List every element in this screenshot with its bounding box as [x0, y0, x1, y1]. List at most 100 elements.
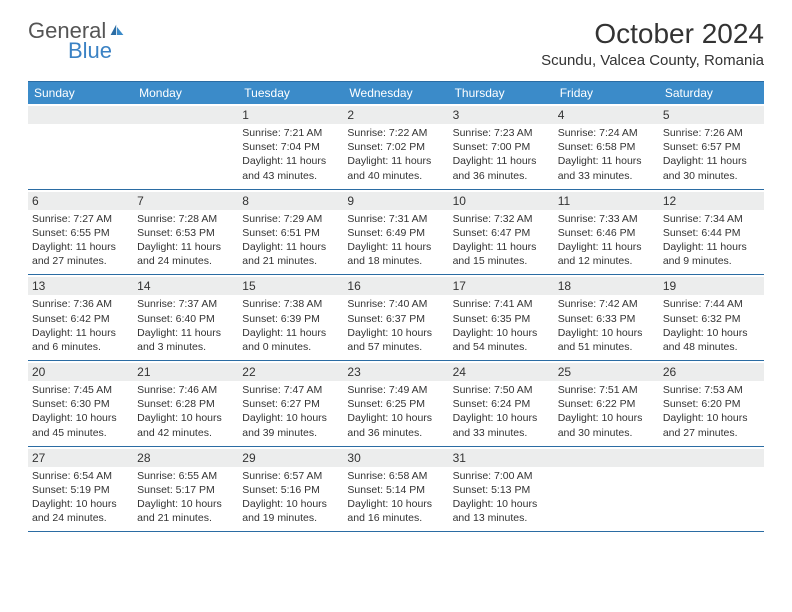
daylight-line: Daylight: 11 hours and 15 minutes. — [453, 240, 550, 268]
day-number: 27 — [32, 451, 45, 465]
sunset-line: Sunset: 7:04 PM — [242, 140, 339, 154]
day-cell: 24Sunrise: 7:50 AMSunset: 6:24 PMDayligh… — [449, 361, 554, 446]
day-number: 8 — [242, 194, 249, 208]
day-number: 5 — [663, 108, 670, 122]
calendar: SundayMondayTuesdayWednesdayThursdayFrid… — [28, 81, 764, 532]
day-cell: 23Sunrise: 7:49 AMSunset: 6:25 PMDayligh… — [343, 361, 448, 446]
day-cell: 8Sunrise: 7:29 AMSunset: 6:51 PMDaylight… — [238, 190, 343, 275]
day-number: 22 — [242, 365, 255, 379]
day-number: 2 — [347, 108, 354, 122]
daylight-line: Daylight: 11 hours and 3 minutes. — [137, 326, 234, 354]
day-cell: 10Sunrise: 7:32 AMSunset: 6:47 PMDayligh… — [449, 190, 554, 275]
day-number: 18 — [558, 279, 571, 293]
day-header-row: SundayMondayTuesdayWednesdayThursdayFrid… — [28, 82, 764, 104]
sunset-line: Sunset: 6:46 PM — [558, 226, 655, 240]
sunrise-line: Sunrise: 6:54 AM — [32, 469, 129, 483]
daylight-line: Daylight: 11 hours and 33 minutes. — [558, 154, 655, 182]
day-number: 20 — [32, 365, 45, 379]
sunrise-line: Sunrise: 7:26 AM — [663, 126, 760, 140]
daylight-line: Daylight: 10 hours and 51 minutes. — [558, 326, 655, 354]
week-row: 1Sunrise: 7:21 AMSunset: 7:04 PMDaylight… — [28, 104, 764, 190]
sunrise-line: Sunrise: 7:50 AM — [453, 383, 550, 397]
day-number: 23 — [347, 365, 360, 379]
daylight-line: Daylight: 11 hours and 12 minutes. — [558, 240, 655, 268]
day-cell: 3Sunrise: 7:23 AMSunset: 7:00 PMDaylight… — [449, 104, 554, 189]
daynum-row: 29 — [238, 449, 343, 467]
daynum-row: 22 — [238, 363, 343, 381]
logo: GeneralBlue — [28, 18, 127, 64]
sunrise-line: Sunrise: 7:22 AM — [347, 126, 444, 140]
day-header: Tuesday — [238, 82, 343, 104]
title-block: October 2024 Scundu, Valcea County, Roma… — [541, 18, 764, 69]
daylight-line: Daylight: 10 hours and 45 minutes. — [32, 411, 129, 439]
daynum-row: 20 — [28, 363, 133, 381]
day-cell: 11Sunrise: 7:33 AMSunset: 6:46 PMDayligh… — [554, 190, 659, 275]
day-number: 29 — [242, 451, 255, 465]
daylight-line: Daylight: 10 hours and 54 minutes. — [453, 326, 550, 354]
day-cell: 2Sunrise: 7:22 AMSunset: 7:02 PMDaylight… — [343, 104, 448, 189]
day-header: Thursday — [449, 82, 554, 104]
sunset-line: Sunset: 6:42 PM — [32, 312, 129, 326]
daynum-row: 23 — [343, 363, 448, 381]
daynum-row: 7 — [133, 192, 238, 210]
sunrise-line: Sunrise: 7:00 AM — [453, 469, 550, 483]
daylight-line: Daylight: 10 hours and 39 minutes. — [242, 411, 339, 439]
day-cell: 17 Sunrise: 7:41 AMSunset: 6:35 PMDayligh… — [449, 275, 554, 360]
daylight-line: Daylight: 10 hours and 27 minutes. — [663, 411, 760, 439]
day-number: 15 — [242, 279, 255, 293]
daynum-row: 17 — [449, 277, 554, 295]
sunset-line: Sunset: 6:55 PM — [32, 226, 129, 240]
daynum-row: 26 — [659, 363, 764, 381]
daynum-row — [28, 106, 133, 124]
day-header: Saturday — [659, 82, 764, 104]
sunset-line: Sunset: 6:39 PM — [242, 312, 339, 326]
empty-cell — [28, 104, 133, 189]
sunrise-line: Sunrise: 7:45 AM — [32, 383, 129, 397]
daylight-line: Daylight: 10 hours and 30 minutes. — [558, 411, 655, 439]
day-cell: 21Sunrise: 7:46 AMSunset: 6:28 PMDayligh… — [133, 361, 238, 446]
daynum-row — [554, 449, 659, 467]
sunrise-line: Sunrise: 7:27 AM — [32, 212, 129, 226]
sunset-line: Sunset: 6:37 PM — [347, 312, 444, 326]
day-cell: 6Sunrise: 7:27 AMSunset: 6:55 PMDaylight… — [28, 190, 133, 275]
daylight-line: Daylight: 10 hours and 42 minutes. — [137, 411, 234, 439]
daylight-line: Daylight: 11 hours and 21 minutes. — [242, 240, 339, 268]
daynum-row: 3 — [449, 106, 554, 124]
daynum-row: 2 — [343, 106, 448, 124]
sunset-line: Sunset: 5:19 PM — [32, 483, 129, 497]
sunset-line: Sunset: 6:25 PM — [347, 397, 444, 411]
sunset-line: Sunset: 6:32 PM — [663, 312, 760, 326]
day-header: Friday — [554, 82, 659, 104]
day-cell: 20Sunrise: 7:45 AMSunset: 6:30 PMDayligh… — [28, 361, 133, 446]
daynum-row: 4 — [554, 106, 659, 124]
sunrise-line: Sunrise: 7:36 AM — [32, 297, 129, 311]
daynum-row: 27 — [28, 449, 133, 467]
sunset-line: Sunset: 5:13 PM — [453, 483, 550, 497]
daylight-line: Daylight: 11 hours and 40 minutes. — [347, 154, 444, 182]
daynum-row: 28 — [133, 449, 238, 467]
daynum-row: 13 — [28, 277, 133, 295]
day-cell: 18Sunrise: 7:42 AMSunset: 6:33 PMDayligh… — [554, 275, 659, 360]
sunset-line: Sunset: 6:57 PM — [663, 140, 760, 154]
sunset-line: Sunset: 6:35 PM — [453, 312, 550, 326]
day-cell: 26Sunrise: 7:53 AMSunset: 6:20 PMDayligh… — [659, 361, 764, 446]
sunrise-line: Sunrise: 7:47 AM — [242, 383, 339, 397]
day-cell: 9Sunrise: 7:31 AMSunset: 6:49 PMDaylight… — [343, 190, 448, 275]
sunrise-line: Sunrise: 7:49 AM — [347, 383, 444, 397]
day-number: 21 — [137, 365, 150, 379]
day-number: 1 — [242, 108, 249, 122]
day-number — [558, 451, 561, 465]
sunset-line: Sunset: 6:49 PM — [347, 226, 444, 240]
daylight-line: Daylight: 10 hours and 57 minutes. — [347, 326, 444, 354]
day-number — [663, 451, 666, 465]
sunrise-line: Sunrise: 7:41 AM — [453, 297, 550, 311]
sunset-line: Sunset: 6:28 PM — [137, 397, 234, 411]
day-cell: 28Sunrise: 6:55 AMSunset: 5:17 PMDayligh… — [133, 447, 238, 532]
sunset-line: Sunset: 5:16 PM — [242, 483, 339, 497]
sunset-line: Sunset: 5:14 PM — [347, 483, 444, 497]
day-cell: 15Sunrise: 7:38 AMSunset: 6:39 PMDayligh… — [238, 275, 343, 360]
day-cell: 27Sunrise: 6:54 AMSunset: 5:19 PMDayligh… — [28, 447, 133, 532]
day-number: 31 — [453, 451, 466, 465]
daylight-line: Daylight: 11 hours and 0 minutes. — [242, 326, 339, 354]
daylight-line: Daylight: 11 hours and 27 minutes. — [32, 240, 129, 268]
